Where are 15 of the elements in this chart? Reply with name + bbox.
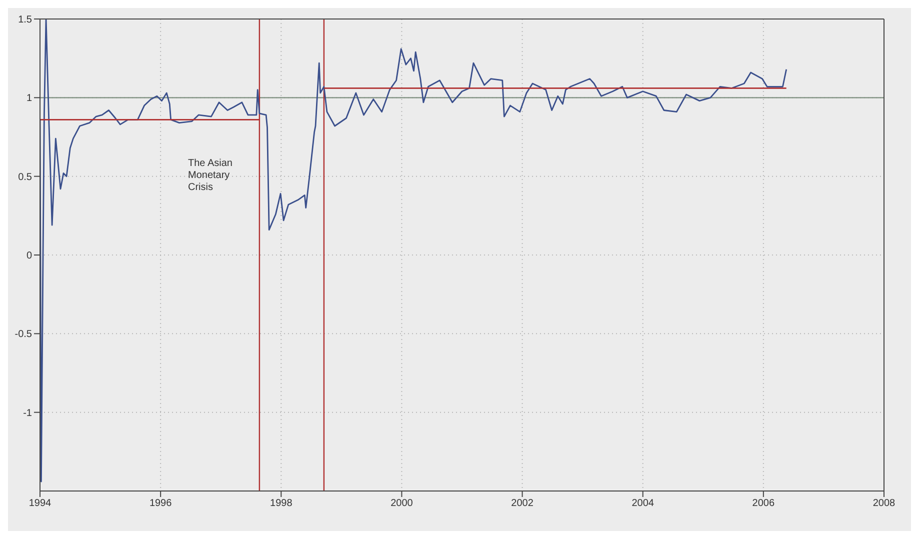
x-tick-label: 2004 (632, 498, 654, 510)
x-tick-label: 2002 (511, 498, 534, 510)
x-tick-label: 2006 (752, 498, 775, 510)
x-tick-label: 1998 (270, 498, 293, 510)
y-tick-label: 0.5 (18, 172, 32, 183)
y-tick-label: -0.5 (14, 329, 32, 340)
y-tick-label: 0 (26, 250, 32, 262)
annotation: The Asian Monetary Crisis (188, 158, 234, 194)
y-tick-label: -1 (23, 408, 32, 419)
x-tick-label: 2000 (390, 498, 414, 510)
y-tick-label: 1.5 (18, 14, 32, 26)
x-tick-label: 1996 (149, 498, 172, 510)
x-tick-label: 1994 (28, 498, 52, 510)
x-tick-label: 2008 (872, 498, 896, 510)
y-tick-label: 1 (26, 93, 32, 104)
